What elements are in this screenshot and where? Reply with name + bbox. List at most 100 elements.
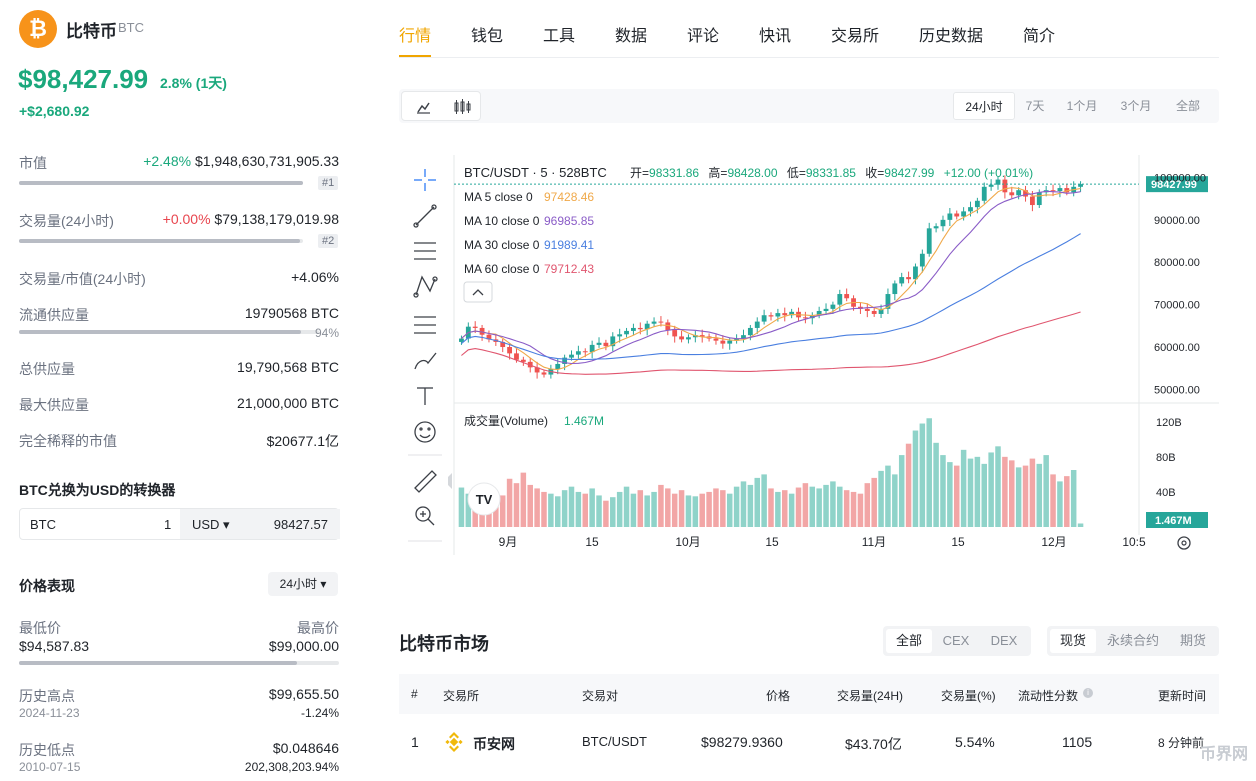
change-value: +12.00 (+0.01%) [944, 166, 1033, 180]
tab-exchanges[interactable]: 交易所 [831, 28, 880, 45]
candle-body [720, 340, 726, 344]
row-pair[interactable]: BTC/USDT [582, 734, 647, 749]
tab-wallet[interactable]: 钱包 [471, 28, 504, 45]
filter-futures[interactable]: 期货 [1179, 633, 1206, 648]
atl-label: 历史低点 [19, 742, 75, 758]
time-tick-label: 11月 [862, 535, 886, 549]
col-updated[interactable]: 更新时间 [1158, 689, 1207, 703]
line-chart-icon[interactable] [402, 92, 442, 122]
col-volume-pct[interactable]: 交易量(%) [941, 689, 996, 703]
candle-body [637, 327, 643, 330]
horizontal-lines-icon[interactable] [414, 242, 436, 260]
candle-body [1050, 190, 1056, 192]
row-volume: $43.70亿 [845, 736, 902, 752]
range-7d[interactable]: 7天 [1025, 99, 1045, 113]
row-volume-pct: 5.54% [955, 734, 995, 750]
table-row[interactable]: 1 币安网 BTC/USDT $98279.9360 $43.70亿 5.54%… [399, 714, 1219, 770]
ruler-icon[interactable] [414, 470, 437, 493]
tab-data[interactable]: 数据 [615, 28, 648, 45]
ath-date: 2024-11-23 [19, 706, 80, 720]
volume-bar [1009, 460, 1015, 527]
brush-icon[interactable] [414, 352, 437, 370]
fib-icon[interactable] [414, 316, 436, 334]
collapse-legend-button[interactable] [463, 281, 493, 303]
volume-bar [898, 455, 905, 527]
tab-intro[interactable]: 简介 [1023, 28, 1056, 45]
max-supply-label: 最大供应量 [19, 397, 89, 413]
candle-body [665, 322, 671, 331]
candle-body [871, 310, 877, 314]
chevron-up-icon [472, 289, 484, 296]
range-3m[interactable]: 3个月 [1120, 99, 1152, 113]
settings-gear-icon[interactable] [1177, 536, 1191, 550]
volume-bar [520, 472, 527, 527]
tab-market[interactable]: 行情 [399, 28, 432, 45]
filter-dex[interactable]: DEX [990, 633, 1018, 648]
nav-divider [399, 57, 1219, 58]
ma-legend-value: 96985.85 [544, 214, 594, 228]
volume-tick-label: 40B [1156, 487, 1176, 499]
range-all[interactable]: 全部 [1175, 99, 1200, 113]
volume-bar [658, 484, 664, 527]
high-price-label: 最高价 [297, 620, 339, 636]
coin-info-panel: ₿ 比特币 BTC $98,427.99 2.8% (1天) +$2,680.9… [0, 0, 360, 781]
candle-body [775, 313, 781, 317]
text-tool-icon[interactable] [417, 387, 433, 405]
filter-spot[interactable]: 现货 [1050, 629, 1096, 653]
volume-bar [782, 490, 788, 527]
col-volume[interactable]: 交易量(24H) [837, 689, 904, 703]
volume-bar [926, 418, 932, 527]
filter-perpetual[interactable]: 永续合约 [1106, 633, 1159, 648]
performance-period-select[interactable]: 24小时 ▾ [268, 572, 338, 596]
candle-body [1064, 188, 1070, 193]
candlestick-chart-icon[interactable] [442, 92, 482, 122]
candle-body [1029, 196, 1035, 206]
ath-value: $99,655.50 [268, 686, 339, 702]
volume-bar [561, 490, 568, 527]
range-1m[interactable]: 1个月 [1066, 99, 1098, 113]
ma-lines: 98427.99 [454, 176, 1208, 375]
crosshair-icon[interactable] [414, 169, 436, 191]
candle-body [1002, 179, 1008, 193]
volume-bar [1050, 474, 1056, 527]
volume-bar [871, 477, 877, 527]
tab-tools[interactable]: 工具 [543, 28, 576, 45]
volume-rank-badge: #2 [318, 234, 339, 248]
filter-all[interactable]: 全部 [886, 629, 932, 653]
collapse-toolbar-handle[interactable] [448, 473, 452, 489]
candle-body [988, 184, 994, 187]
price-tick-label: 50000.00 [1154, 384, 1200, 396]
volume-bar [1043, 455, 1049, 527]
row-exchange[interactable]: 币安网 [473, 736, 515, 752]
tab-comments[interactable]: 评论 [687, 28, 720, 45]
converter-currency-select[interactable]: USD ▾ [192, 517, 230, 532]
col-liquidity[interactable]: 流动性分数 [1018, 689, 1079, 703]
info-icon[interactable]: i [1083, 688, 1093, 698]
low-label: 低= [787, 166, 806, 180]
volume-bar [775, 491, 781, 527]
volume-bar [850, 491, 857, 527]
candle-body [974, 200, 980, 208]
ma-legend-value: 97428.46 [544, 190, 594, 204]
candle-body [802, 317, 808, 319]
volume-bar [575, 491, 582, 527]
range-24h[interactable]: 24小时 [953, 92, 1015, 120]
candle-body [837, 294, 843, 305]
tab-history[interactable]: 历史数据 [919, 28, 984, 45]
converter-box: BTC 1 USD ▾ 98427.57 [19, 508, 340, 540]
candle-body [1016, 190, 1022, 196]
filter-cex[interactable]: CEX [942, 633, 970, 648]
low-value: 98331.85 [806, 166, 856, 180]
converter-from-input[interactable]: 1 [164, 517, 172, 532]
emoji-icon[interactable] [414, 421, 436, 443]
volume-bar [802, 483, 809, 527]
zoom-in-icon[interactable] [415, 506, 435, 526]
pair-label: BTC/USDT · 5 · 528BTC [464, 165, 607, 180]
volume-bar [465, 493, 472, 527]
pattern-icon[interactable] [413, 275, 438, 298]
col-price[interactable]: 价格 [766, 689, 791, 703]
time-tick-label: 12月 [1041, 535, 1066, 549]
tab-news[interactable]: 快讯 [759, 28, 792, 45]
candle-body [892, 283, 898, 295]
trend-line-icon[interactable] [413, 204, 437, 228]
